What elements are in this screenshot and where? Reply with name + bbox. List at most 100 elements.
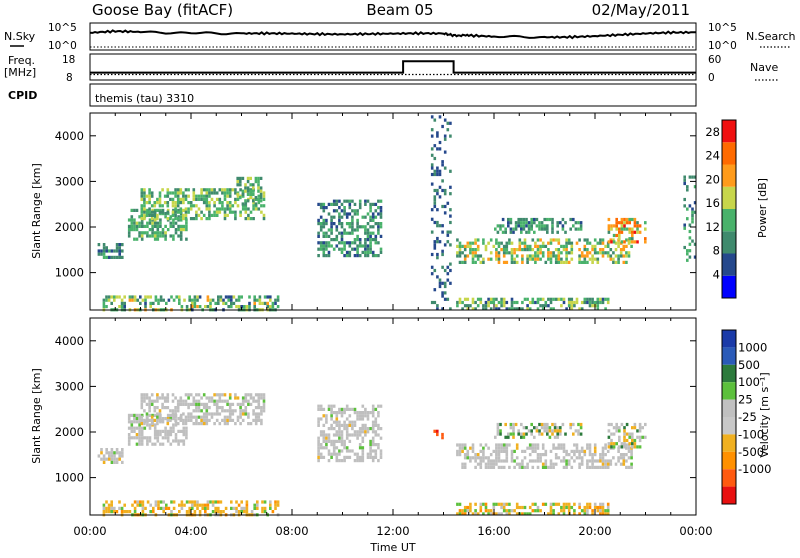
scatter-cell xyxy=(693,242,697,246)
scatter-cell xyxy=(364,414,367,418)
scatter-cell xyxy=(234,201,237,205)
scatter-cell xyxy=(572,422,575,427)
scatter-cell xyxy=(578,456,581,460)
scatter-cell xyxy=(205,197,209,201)
scatter-cell xyxy=(182,217,185,221)
scatter-cell xyxy=(174,217,177,221)
scatter-cell xyxy=(463,446,467,450)
scatter-cell xyxy=(618,221,621,225)
scatter-cell xyxy=(169,197,172,201)
scatter-cell xyxy=(133,500,137,504)
scatter-cell xyxy=(338,215,341,219)
scatter-cell xyxy=(257,189,260,193)
scatter-cell xyxy=(102,298,106,302)
scatter-cell xyxy=(623,432,626,436)
scatter-cell xyxy=(145,402,149,406)
scatter-cell xyxy=(133,426,136,430)
scatter-cell xyxy=(140,418,144,422)
freq-unit-label: [MHz] xyxy=(4,66,36,79)
scatter-cell xyxy=(166,217,170,221)
scatter-cell xyxy=(345,455,349,459)
scatter-cell xyxy=(319,433,323,437)
scatter-cell xyxy=(521,257,524,261)
scatter-cell xyxy=(614,260,618,264)
scatter-cell xyxy=(534,449,537,453)
scatter-cell xyxy=(573,453,576,457)
scatter-cell xyxy=(332,202,336,206)
scatter-cell xyxy=(327,254,331,258)
scatter-cell xyxy=(353,411,357,415)
scatter-cell xyxy=(549,254,553,258)
scatter-cell xyxy=(254,412,258,416)
scatter-cell xyxy=(244,207,248,211)
scatter-cell xyxy=(433,198,437,202)
scatter-cell xyxy=(187,207,190,211)
scatter-cell xyxy=(335,414,339,418)
scatter-cell xyxy=(159,429,162,433)
scatter-cell xyxy=(484,300,488,305)
scatter-cell xyxy=(523,238,527,242)
scatter-cell xyxy=(169,418,172,422)
scatter-cell xyxy=(276,295,280,299)
scatter-cell xyxy=(338,427,341,431)
scatter-cell xyxy=(523,244,527,248)
scatter-cell xyxy=(252,192,255,196)
scatter-cell xyxy=(530,227,533,231)
scatter-cell xyxy=(169,215,173,219)
scatter-cell xyxy=(377,423,380,427)
scatter-cell xyxy=(567,502,571,506)
scatter-cell xyxy=(214,506,217,510)
scatter-cell xyxy=(335,433,339,437)
scatter-cell xyxy=(379,247,383,251)
scatter-cell xyxy=(502,459,506,463)
scatter-cell xyxy=(630,453,633,457)
scatter-cell xyxy=(606,297,610,301)
scatter-cell xyxy=(179,224,183,228)
scatter-cell xyxy=(539,238,542,242)
scatter-cell xyxy=(562,443,566,447)
scatter-cell xyxy=(471,512,475,516)
scatter-cell xyxy=(433,172,437,177)
scatter-cell xyxy=(615,422,618,427)
scatter-cell xyxy=(202,201,206,205)
scatter-cell xyxy=(224,506,228,510)
scatter-cell xyxy=(484,248,488,252)
beam-title: Beam 05 xyxy=(366,1,433,19)
scatter-cell xyxy=(319,407,323,411)
scatter-cell xyxy=(102,457,106,461)
colorbar-swatch xyxy=(722,209,736,232)
scatter-cell xyxy=(184,399,188,403)
scatter-cell xyxy=(361,430,365,434)
scatter-cell xyxy=(525,224,528,228)
scatter-cell xyxy=(438,240,442,244)
scatter-cell xyxy=(575,297,579,301)
scatter-cell xyxy=(461,449,464,453)
scatter-cell xyxy=(239,180,242,184)
scatter-cell xyxy=(153,436,157,440)
scatter-cell xyxy=(379,222,383,226)
scatter-cell xyxy=(502,297,506,301)
scatter-cell xyxy=(580,456,584,460)
scatter-cell xyxy=(497,244,501,248)
scatter-cell xyxy=(580,254,584,258)
colorbar-swatch xyxy=(722,142,736,165)
scatter-cell xyxy=(557,446,561,450)
scatter-cell xyxy=(560,304,563,308)
scatter-cell xyxy=(548,435,552,439)
scatter-cell xyxy=(523,248,527,252)
scatter-cell xyxy=(356,234,359,238)
scatter-cell xyxy=(105,457,108,461)
scatter-cell xyxy=(120,506,124,510)
scatter-cell xyxy=(236,197,240,201)
scatter-cell xyxy=(343,427,346,431)
scatter-cell xyxy=(345,433,349,437)
scatter-cell xyxy=(356,414,359,418)
scatter-cell xyxy=(231,204,235,208)
scatter-cell xyxy=(241,176,245,180)
scatter-cell xyxy=(515,300,519,305)
scatter-cell xyxy=(377,459,380,463)
scatter-cell xyxy=(484,505,488,510)
scatter-cell xyxy=(185,436,188,440)
scatter-cell xyxy=(249,189,252,193)
scatter-cell xyxy=(606,459,610,463)
